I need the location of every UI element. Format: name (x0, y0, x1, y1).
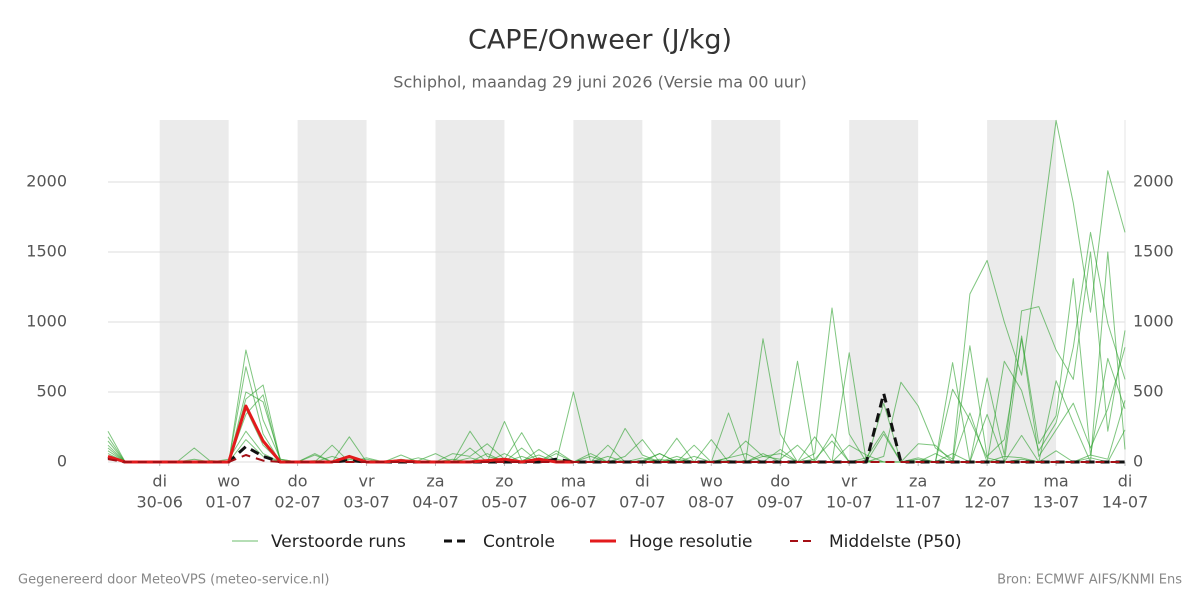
day-shade (573, 120, 643, 462)
x-tick-label: 11-07 (895, 493, 942, 512)
x-tick-weekday: zo (495, 472, 513, 491)
day-shade (987, 120, 1057, 462)
x-tick-weekday: do (770, 472, 790, 491)
x-tick-label: 06-07 (550, 493, 597, 512)
y-tick-label: 1500 (26, 242, 67, 261)
series-line (107, 454, 1125, 463)
x-tick-weekday: za (909, 472, 927, 491)
x-tick-label: 12-07 (964, 493, 1011, 512)
x-tick-label: 03-07 (343, 493, 390, 512)
x-tick-weekday: wo (700, 472, 723, 491)
x-tick-weekday: ma (561, 472, 586, 491)
y-tick-label: 2000 (26, 172, 67, 191)
legend-label: Controle (483, 532, 555, 552)
day-shade (159, 120, 229, 462)
legend-label: Hoge resolutie (629, 532, 753, 552)
y-tick-label: 0 (57, 452, 67, 471)
x-tick-label: 09-07 (757, 493, 804, 512)
chart-subtitle: Schiphol, maandag 29 juni 2026 (Versie m… (393, 73, 806, 92)
plot-lines (107, 119, 1126, 464)
x-tick-label: 01-07 (205, 493, 252, 512)
x-tick-label: 04-07 (412, 493, 459, 512)
y-tick-label: 500 (36, 382, 67, 401)
y2-tick-label: 1000 (1133, 312, 1174, 331)
day-shade (297, 120, 367, 462)
x-tick-label: 13-07 (1033, 493, 1080, 512)
x-tick-weekday: vr (841, 472, 857, 491)
y2-tick-label: 500 (1133, 382, 1164, 401)
x-tick-weekday: di (152, 472, 167, 491)
x-tick-weekday: zo (978, 472, 996, 491)
y2-tick-label: 2000 (1133, 172, 1174, 191)
x-tick-weekday: do (288, 472, 308, 491)
x-tick-label: 10-07 (826, 493, 873, 512)
x-tick-weekday: vr (359, 472, 375, 491)
x-tick-weekday: di (635, 472, 650, 491)
x-tick-label: 07-07 (619, 493, 666, 512)
y-tick-label: 1000 (26, 312, 67, 331)
x-tick-label: 02-07 (274, 493, 321, 512)
x-tick-weekday: wo (217, 472, 240, 491)
day-shade (435, 120, 505, 462)
legend-label: Verstoorde runs (271, 532, 406, 552)
x-tick-label: 14-07 (1102, 493, 1149, 512)
x-tick-weekday: ma (1043, 472, 1068, 491)
x-tick-weekday: di (1118, 472, 1133, 491)
footer-source: Bron: ECMWF AIFS/KNMI Ens (997, 573, 1182, 588)
y2-tick-label: 1500 (1133, 242, 1174, 261)
x-tick-label: 08-07 (688, 493, 735, 512)
day-shade (849, 120, 919, 462)
x-tick-weekday: za (426, 472, 444, 491)
footer-credit: Gegenereerd door MeteoVPS (meteo-service… (18, 573, 329, 588)
chart-title: CAPE/Onweer (J/kg) (468, 25, 732, 56)
legend-label: Middelste (P50) (829, 532, 962, 552)
day-shade (711, 120, 781, 462)
x-tick-label: 30-06 (136, 493, 183, 512)
x-tick-label: 05-07 (481, 493, 528, 512)
y2-tick-label: 0 (1133, 452, 1143, 471)
